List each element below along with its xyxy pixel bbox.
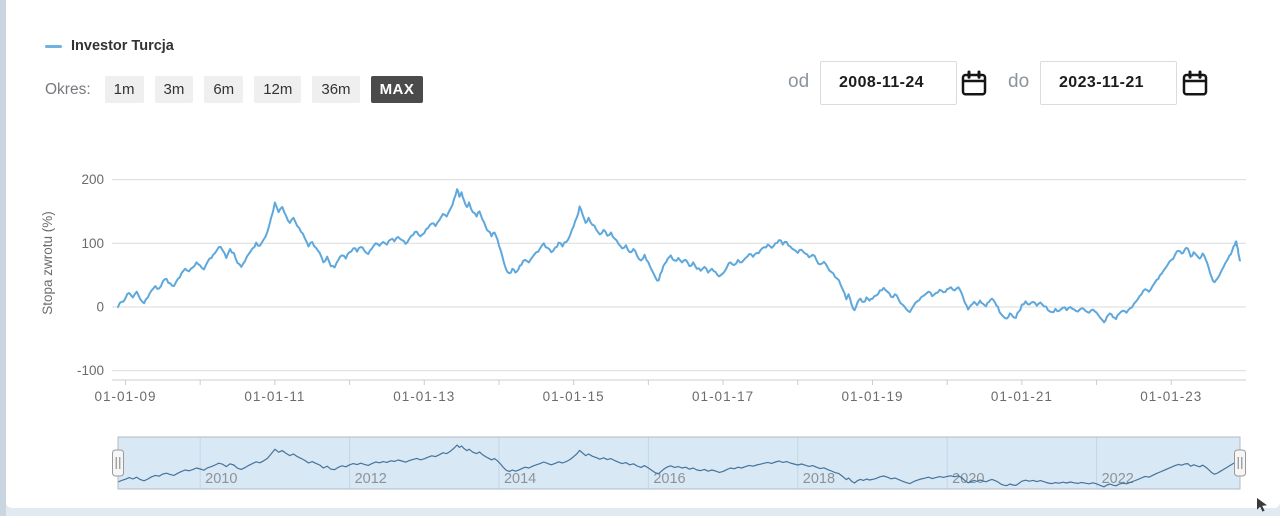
navigator-year-label: 2020 [952,471,984,487]
date-from-label: od [788,71,810,92]
navigator-year-label: 2014 [504,471,536,487]
x-axis-tick-label: 01-01-17 [692,389,754,404]
navigator-selected-range[interactable] [118,437,1240,489]
y-axis-tick-label: 100 [81,236,104,251]
date-to-label: do [1008,71,1030,92]
x-axis-tick-label: 01-01-21 [991,389,1053,404]
navigator-year-label: 2018 [803,471,835,487]
mouse-cursor [1257,498,1267,512]
calendar-icon [1182,70,1208,96]
navigator-year-label: 2016 [653,471,685,487]
x-axis-tick-label: 01-01-19 [841,389,903,404]
x-axis-tick-label: 01-01-23 [1140,389,1202,404]
y-axis-tick-label: 200 [81,172,104,187]
series-name[interactable]: Investor Turcja [71,38,174,54]
x-axis-tick-label: 01-01-13 [393,389,455,404]
y-axis-tick-label: -100 [77,363,104,378]
navigator-right-handle[interactable] [1234,449,1246,477]
plot-area[interactable] [112,170,1246,380]
x-axis-tick-label: 01-01-15 [543,389,605,404]
date-to-calendar-button[interactable] [1180,68,1212,100]
navigator-year-label: 2012 [355,471,387,487]
calendar-icon [961,70,987,96]
period-button-6m[interactable]: 6m [204,76,244,103]
navigator-left-handle[interactable] [112,449,124,477]
period-button-3m[interactable]: 3m [154,76,194,103]
y-axis-title: Stopa zwrotu (%) [40,211,55,315]
navigator-year-label: 2022 [1102,471,1134,487]
navigator-year-label: 2010 [205,471,237,487]
period-selector: Okres: 1m 3m 6m 12m 36m MAX [45,76,434,103]
y-axis-tick-label: 0 [96,300,104,315]
page-background-strip [0,0,6,516]
series-color-dash-icon [45,44,62,48]
period-button-1m[interactable]: 1m [104,76,144,103]
period-button-max[interactable]: MAX [370,76,424,103]
navigator-series-line [117,444,1241,488]
period-button-12m[interactable]: 12m [254,76,302,103]
date-from-input[interactable] [820,61,957,105]
date-from-calendar-button[interactable] [959,68,991,100]
period-button-36m[interactable]: 36m [312,76,360,103]
legend[interactable]: Investor Turcja [45,38,174,54]
x-axis-tick-label: 01-01-09 [94,389,156,404]
date-to-input[interactable] [1040,61,1177,105]
x-axis-tick-label: 01-01-11 [244,389,305,404]
period-selector-label: Okres: [45,80,91,98]
series-line-investor-turcja [117,188,1241,324]
